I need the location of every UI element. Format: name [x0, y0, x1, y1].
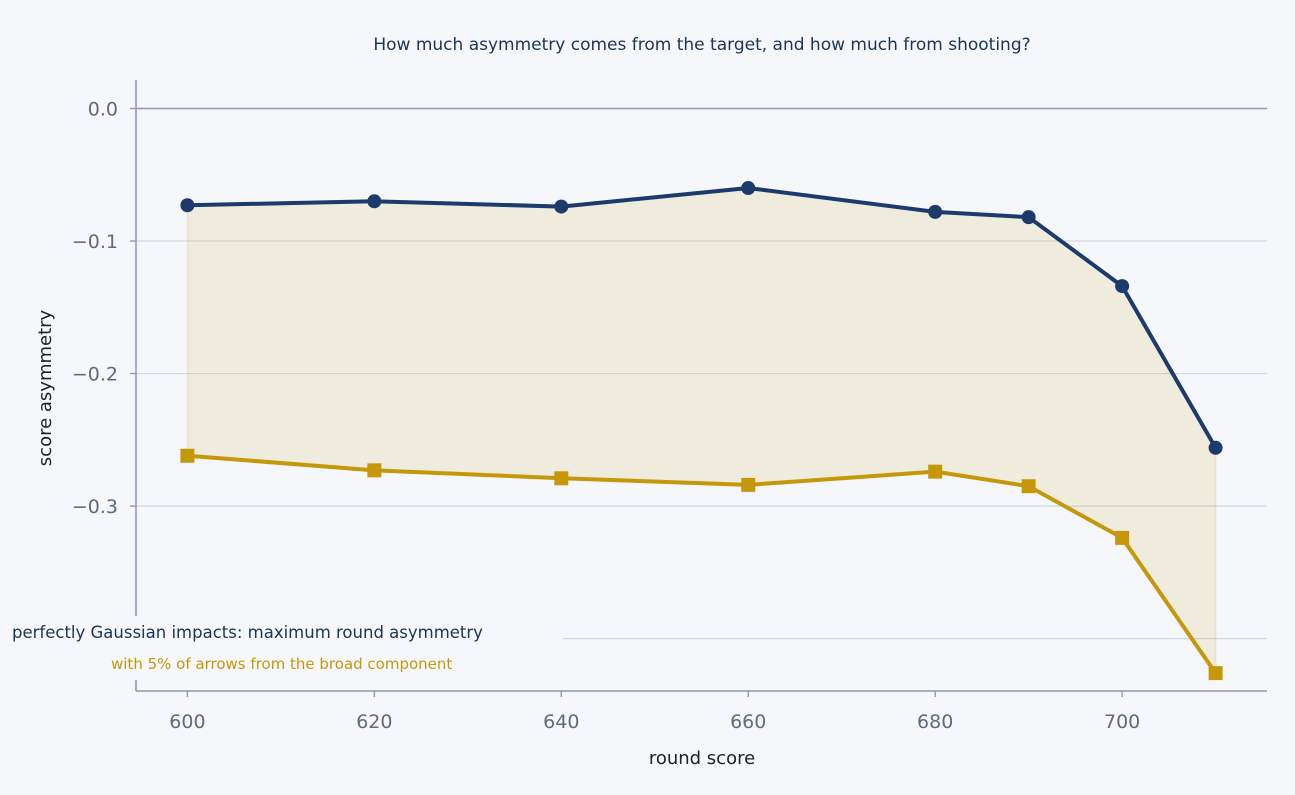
series-1-point-640 — [554, 471, 569, 486]
series-0-point-640 — [554, 199, 569, 214]
series-0-point-660 — [741, 181, 756, 196]
series-lines — [185, 186, 1218, 676]
y-tick-label-3: −0.3 — [72, 496, 118, 518]
series-1-point-680 — [928, 464, 943, 479]
series-0-point-690 — [1021, 210, 1036, 225]
series-1-point-690 — [1021, 479, 1036, 494]
series-0-point-680 — [928, 204, 943, 219]
series-line-1 — [185, 453, 1218, 676]
series-line-0 — [185, 186, 1218, 450]
series-0-point-620 — [367, 194, 382, 209]
legend-entry-gaussian: perfectly Gaussian impacts: maximum roun… — [12, 623, 483, 642]
asymmetry-band — [186, 187, 1217, 677]
chart-title: How much asymmetry comes from the target… — [373, 35, 1030, 55]
y-tick-label-1: −0.1 — [72, 231, 118, 253]
x-tick-label-600: 600 — [169, 711, 205, 733]
x-tick-label-700: 700 — [1104, 711, 1140, 733]
series-markers — [180, 181, 1223, 681]
legend-background — [8, 616, 563, 680]
series-1-point-620 — [367, 463, 382, 478]
legend: perfectly Gaussian impacts: maximum roun… — [8, 616, 563, 680]
series-0-point-700 — [1115, 279, 1130, 294]
series-0-point-710 — [1208, 440, 1223, 455]
x-axis-label: round score — [649, 748, 755, 769]
y-tick-labels: 0.0 −0.1 −0.2 −0.3 — [72, 98, 118, 518]
series-1-point-700 — [1115, 530, 1130, 545]
x-tick-label-660: 660 — [730, 711, 766, 733]
series-1-point-710 — [1208, 666, 1223, 681]
x-tick-labels: 600 620 640 660 680 700 — [169, 711, 1140, 733]
x-tick-label-640: 640 — [543, 711, 579, 733]
y-tick-label-2: −0.2 — [72, 364, 118, 386]
series-0-point-600 — [180, 198, 195, 213]
y-tick-label-0: 0.0 — [88, 98, 118, 120]
series-1-point-600 — [180, 448, 195, 463]
x-tick-label-620: 620 — [356, 711, 392, 733]
y-axis-label: score asymmetry — [35, 309, 56, 466]
axes — [130, 80, 1267, 697]
legend-entry-broad: with 5% of arrows from the broad compone… — [111, 655, 452, 673]
x-tick-label-680: 680 — [917, 711, 953, 733]
series-1-point-660 — [741, 477, 756, 492]
